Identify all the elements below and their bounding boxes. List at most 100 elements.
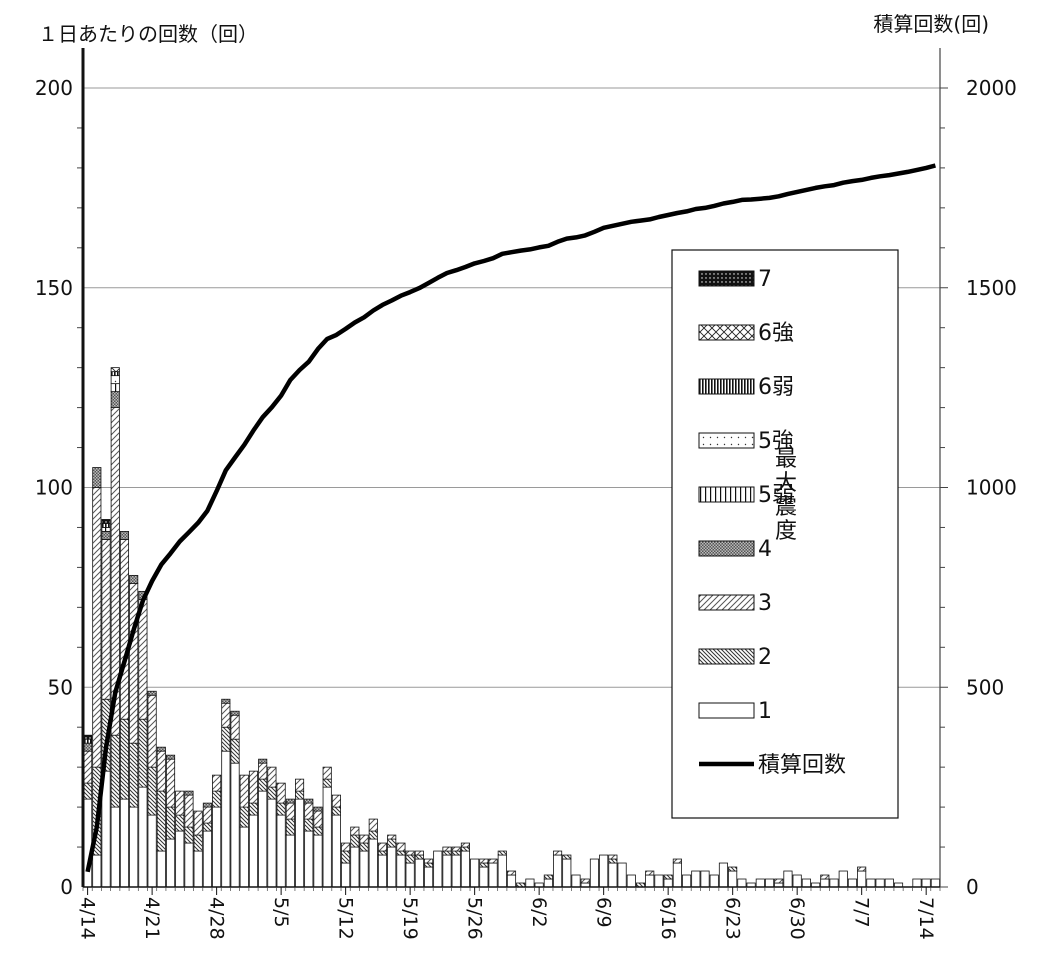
bar-segment-1 [396, 854, 406, 888]
bar-segment-1 [110, 806, 120, 888]
bar-segment-2 [341, 850, 351, 864]
bar-segment-1 [525, 878, 535, 888]
y-left-tick-label: 50 [48, 675, 73, 699]
bar-segment-4 [83, 742, 93, 752]
bar-segment-1 [608, 862, 618, 888]
legend-entry-label: 4 [758, 537, 772, 562]
bar-segment-3 [322, 766, 332, 780]
left-axis-title: １日あたりの回数（回） [38, 22, 258, 46]
bar-segment-4 [304, 798, 314, 804]
bar-segment-1 [728, 870, 738, 888]
bar-segment-4 [147, 690, 157, 696]
bar-segment-3 [460, 842, 470, 848]
bar-segment-2 [165, 806, 176, 840]
bar-segment-3 [165, 758, 176, 808]
bar-segment-2 [562, 854, 572, 860]
bar-segment-1 [672, 862, 682, 888]
bar-segment-2 [248, 802, 259, 816]
bar-segment-6弱 [110, 371, 120, 377]
bar-segment-4 [285, 798, 295, 804]
x-tick-label: 4/21 [141, 897, 163, 940]
bar-segment-2 [728, 866, 738, 872]
bar-segment-1 [239, 826, 249, 888]
legend-entry-label: 7 [758, 267, 772, 292]
bar-segment-1 [654, 874, 664, 888]
bar-segment-4 [202, 802, 212, 808]
bar-segment-1 [424, 866, 434, 888]
bar-segment-1 [267, 798, 277, 888]
bar-segment-1 [313, 834, 323, 888]
bar-segment-1 [801, 878, 811, 888]
bar-segment-1 [691, 870, 701, 888]
bar-segment-2 [405, 854, 415, 864]
bar-segment-1 [341, 862, 351, 888]
bar-segment-1 [718, 862, 728, 888]
bar-segment-2 [451, 850, 461, 856]
bar-segment-1 [230, 762, 240, 888]
bar-segment-3 [221, 702, 231, 728]
bar-segment-3 [175, 790, 185, 816]
bar-segment-1 [258, 790, 268, 888]
legend-swatch [698, 324, 755, 341]
bar-segment-1 [304, 830, 314, 888]
bar-segment-1 [709, 874, 719, 888]
legend: 7 6強 6弱 5強 5弱 4 3 2 1 積算回数 [671, 249, 899, 819]
bar-segment-1 [285, 834, 295, 888]
x-tick-label: 7/14 [915, 897, 937, 940]
bar-segment-2 [83, 782, 93, 800]
legend-entry-label: 5強 [758, 429, 794, 454]
bar-segment-2 [442, 850, 452, 856]
bar-segment-4 [156, 746, 166, 752]
bar-segment-5弱 [101, 527, 111, 532]
bar-segment-6弱 [101, 523, 111, 528]
legend-title: 最大震度 [774, 447, 797, 544]
x-tick-label: 6/9 [593, 897, 615, 928]
bar-segment-2 [193, 834, 203, 852]
bar-segment-1 [847, 878, 858, 888]
bar-segment-2 [313, 826, 323, 836]
y-right-tick-label: 2000 [966, 76, 1017, 100]
bar-segment-1 [295, 798, 305, 888]
bar-segment-3 [304, 802, 314, 820]
bar-segment-1 [682, 874, 692, 888]
bar-segment-3 [138, 598, 148, 720]
bar-segment-1 [193, 850, 203, 888]
bar-segment-2 [156, 790, 166, 852]
bar-segment-1 [857, 870, 867, 888]
bar-segment-1 [599, 854, 609, 888]
bar-segment-3 [258, 762, 268, 780]
bar-segment-3 [350, 826, 360, 836]
bar-segment-3 [285, 802, 295, 820]
bar-segment-1 [912, 878, 922, 888]
legend-entry-label: 2 [758, 645, 772, 670]
bar-segment-2 [304, 818, 314, 832]
bar-segment-3 [313, 810, 323, 828]
bar-segment-3 [672, 858, 682, 864]
bar-segment-1 [755, 878, 765, 888]
bar-segment-2 [497, 850, 507, 856]
bar-segment-3 [506, 870, 517, 876]
bar-segment-1 [92, 854, 102, 888]
bar-segment-1 [488, 862, 498, 888]
legend-entry-label: 6弱 [758, 375, 794, 400]
bar-segment-3 [92, 487, 102, 768]
bar-segment-1 [322, 786, 332, 888]
bar-segment-7 [101, 519, 111, 524]
bar-segment-1 [433, 850, 443, 888]
bar-segment-3 [645, 870, 655, 876]
right-axis-title: 積算回数(回) [873, 12, 989, 36]
bar-segment-1 [470, 858, 480, 888]
bar-segment-3 [119, 539, 130, 720]
y-right-tick-label: 1500 [966, 276, 1017, 300]
bar-segment-2 [295, 790, 305, 800]
x-tick-label: 7/7 [851, 897, 873, 928]
cumulative-line [85, 163, 936, 873]
bar-segment-4 [129, 574, 139, 584]
legend-entry-label: 5弱 [758, 483, 794, 508]
bar-segment-1 [700, 870, 710, 888]
bar-segment-4 [110, 391, 120, 408]
bar-segment-2 [276, 802, 286, 816]
bar-segment-3 [129, 582, 139, 744]
